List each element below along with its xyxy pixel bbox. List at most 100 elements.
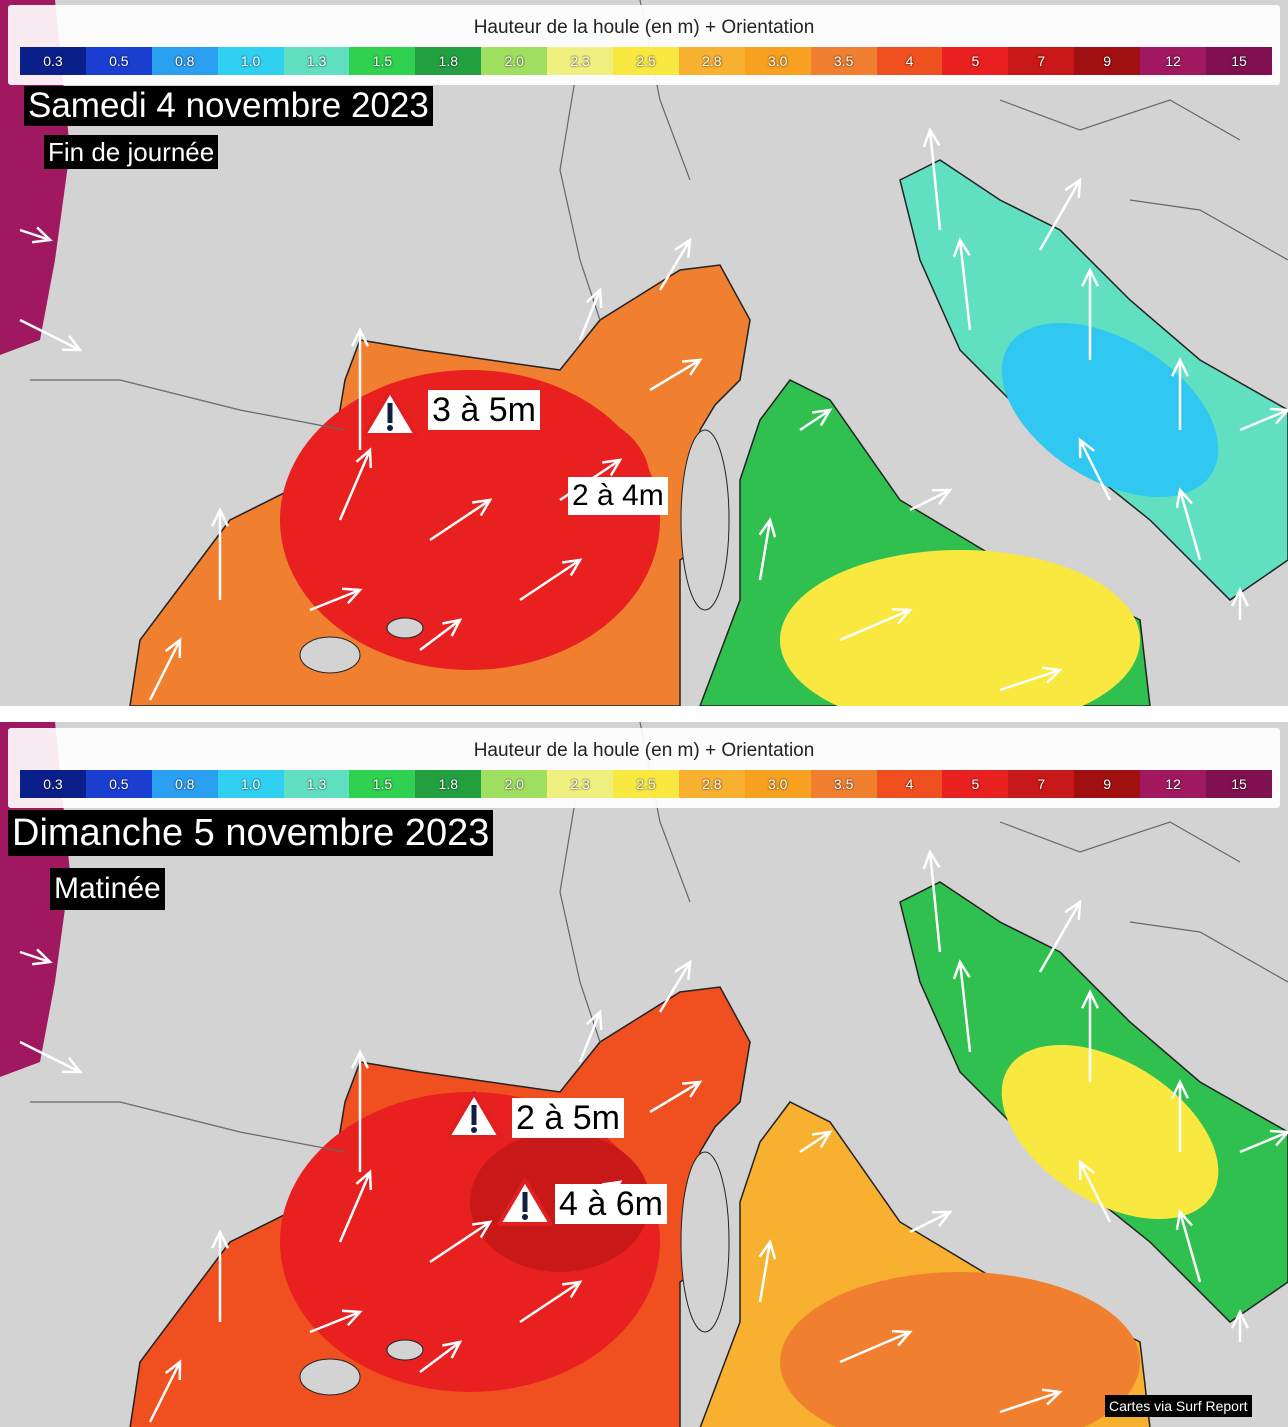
swell-arrow bbox=[758, 517, 777, 581]
legend-bar: 0.3 0.5 0.8 1.0 1.3 1.5 1.8 2.0 2.3 2.5 2.8 3.0 3.5 4… bbox=[20, 47, 1272, 75]
legend-item: 0.8 bbox=[151, 47, 218, 75]
legend-item: 1.8 bbox=[415, 47, 482, 75]
map bbox=[0, 0, 1288, 706]
swell-arrow bbox=[1171, 357, 1189, 430]
warning-dot bbox=[387, 425, 393, 431]
swell-arrow bbox=[952, 237, 972, 331]
swell-arrow bbox=[649, 1080, 703, 1114]
legend-item: 2.8 bbox=[678, 770, 745, 798]
map-panel: Hauteur de la houle (en m) + Orientation… bbox=[0, 722, 1288, 1427]
legend: Hauteur de la houle (en m) + Orientation… bbox=[8, 5, 1280, 85]
warning-icon bbox=[446, 1091, 502, 1139]
border bbox=[1129, 199, 1288, 261]
swell-arrow bbox=[1175, 1209, 1202, 1283]
sea-core bbox=[1001, 1045, 1219, 1219]
legend-item: 1.3 bbox=[283, 770, 350, 798]
legend-item: 0.5 bbox=[85, 47, 152, 75]
warning-mark bbox=[387, 403, 393, 423]
swell-arrow bbox=[19, 226, 53, 244]
map bbox=[0, 722, 1288, 1427]
legend-item: 0.5 bbox=[85, 770, 152, 798]
swell-arrow bbox=[148, 1359, 182, 1423]
swell-arrow bbox=[429, 498, 493, 542]
legend-title: Hauteur de la houle (en m) + Orientation bbox=[473, 17, 815, 38]
swell-arrow bbox=[922, 127, 942, 231]
swell-arrow bbox=[148, 637, 182, 701]
island bbox=[680, 429, 730, 611]
warning-icon bbox=[362, 389, 418, 437]
legend: Hauteur de la houle (en m) + Orientation… bbox=[8, 728, 1280, 808]
legend-item: 1.0 bbox=[217, 770, 284, 798]
island bbox=[299, 1358, 361, 1396]
swell-arrow bbox=[952, 959, 972, 1053]
period-title: Fin de journée bbox=[44, 135, 219, 169]
swell-arrow bbox=[1081, 267, 1099, 360]
sea-core bbox=[1001, 323, 1219, 497]
credit: Cartes via Surf Report bbox=[1105, 1395, 1252, 1417]
legend-item: 3.0 bbox=[744, 47, 811, 75]
legend-item: 0.3 bbox=[20, 770, 86, 798]
swell-arrow bbox=[351, 1049, 369, 1172]
warning-mark bbox=[522, 1192, 528, 1212]
sea-core bbox=[470, 410, 650, 550]
legend-item: 1.0 bbox=[217, 47, 284, 75]
legend-item: 2.3 bbox=[547, 47, 614, 75]
warning-icon bbox=[497, 1178, 553, 1226]
swell-arrow bbox=[758, 1239, 777, 1303]
swell-arrow bbox=[1239, 407, 1288, 432]
swell-arrow bbox=[1231, 1309, 1249, 1342]
swell-arrow bbox=[1038, 177, 1082, 251]
legend-item: 3.5 bbox=[810, 47, 877, 75]
swell-arrow bbox=[999, 1388, 1063, 1414]
sea-core bbox=[780, 1272, 1140, 1427]
swell-arrow bbox=[419, 618, 463, 651]
legend-bar: 0.3 0.5 0.8 1.0 1.3 1.5 1.8 2.0 2.3 2.5 2.8 3.0 3.5 4… bbox=[20, 770, 1272, 798]
legend-item: 0.3 bbox=[20, 47, 86, 75]
swell-arrow bbox=[309, 587, 363, 612]
swell-arrow bbox=[799, 1130, 833, 1154]
warning-dot bbox=[522, 1214, 528, 1220]
callout: 2 à 4m bbox=[568, 477, 668, 515]
swell-arrow bbox=[649, 358, 703, 392]
date-title: Dimanche 5 novembre 2023 bbox=[8, 810, 494, 856]
swell-arrow bbox=[1078, 437, 1112, 501]
border bbox=[999, 99, 1241, 141]
swell-arrow bbox=[578, 1009, 603, 1063]
legend-item: 15 bbox=[1206, 770, 1272, 798]
island bbox=[386, 617, 424, 639]
swell-arrow bbox=[19, 318, 83, 352]
swell-arrow bbox=[419, 1340, 463, 1373]
date-title: Samedi 4 novembre 2023 bbox=[24, 86, 433, 126]
legend-item: 9 bbox=[1074, 47, 1141, 75]
legend-item: 5 bbox=[942, 47, 1009, 75]
swell-arrow bbox=[1175, 487, 1202, 561]
swell-arrow bbox=[999, 666, 1063, 692]
legend-item: 2.0 bbox=[481, 47, 548, 75]
legend-item: 15 bbox=[1206, 47, 1272, 75]
map-panel: Hauteur de la houle (en m) + Orientation… bbox=[0, 0, 1288, 706]
swell-arrow bbox=[351, 327, 369, 450]
period-title: Matinée bbox=[50, 868, 165, 910]
island bbox=[386, 1339, 424, 1361]
border bbox=[1129, 921, 1288, 983]
swell-arrow bbox=[519, 1280, 583, 1324]
swell-arrow bbox=[211, 1229, 229, 1322]
legend-item: 1.5 bbox=[349, 770, 416, 798]
swell-arrow bbox=[1231, 587, 1249, 620]
swell-arrow bbox=[922, 849, 942, 953]
legend-item: 12 bbox=[1140, 47, 1207, 75]
border bbox=[559, 79, 601, 321]
legend-item: 1.8 bbox=[415, 770, 482, 798]
legend-item: 2.8 bbox=[678, 47, 745, 75]
border bbox=[30, 379, 346, 431]
warning-dot bbox=[471, 1127, 477, 1133]
swell-arrow bbox=[1171, 1079, 1189, 1152]
swell-arrow bbox=[1081, 989, 1099, 1082]
callout: 3 à 5m bbox=[428, 390, 540, 430]
swell-arrow bbox=[429, 1220, 493, 1264]
legend-item: 4 bbox=[876, 47, 943, 75]
swell-arrow bbox=[799, 408, 833, 432]
legend-item: 12 bbox=[1140, 770, 1207, 798]
swell-arrow bbox=[211, 507, 229, 600]
border bbox=[559, 801, 601, 1043]
